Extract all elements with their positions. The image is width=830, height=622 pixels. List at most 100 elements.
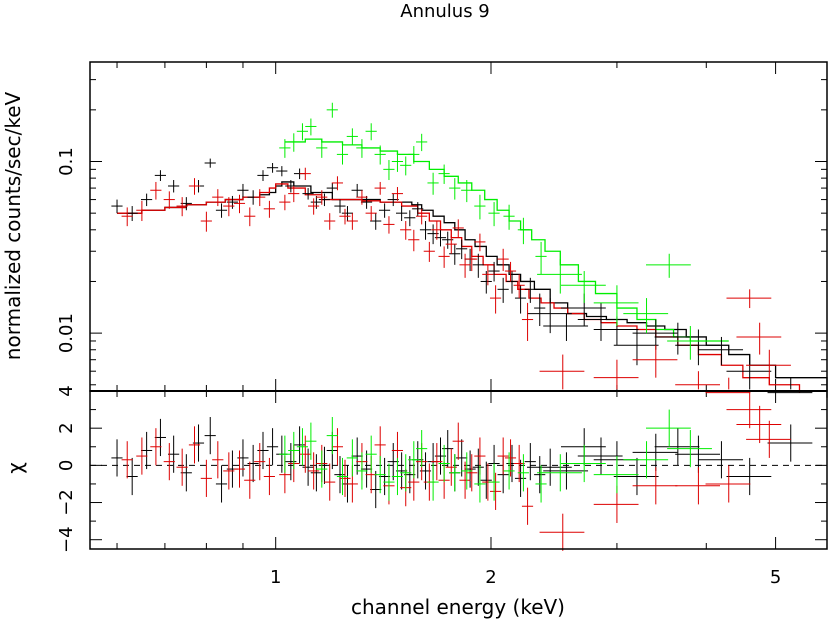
green-data-point [374,145,386,165]
green-data-point [623,298,669,334]
green-residual-point [356,452,368,490]
green-data-point [288,133,300,152]
green-residual-point [474,465,486,503]
chi-tick-label: 4 [56,385,77,396]
green-data-point [474,194,486,220]
green-residual-point [383,463,395,501]
axis-labels: channel energy (keV) normalized counts/s… [1,91,565,619]
green-data-point [316,139,328,158]
red-residual-point [150,428,162,466]
black-residual-point [370,470,382,509]
green-data-point [336,145,349,165]
black-data-point [497,277,509,303]
black-residual-point [310,454,322,492]
red-data-point [308,198,320,215]
red-data-point [339,208,351,225]
green-data-point [517,217,529,245]
green-residual-point [305,422,317,460]
black-data-point [387,193,399,207]
red-residual-point [452,422,464,460]
black-residual-point [204,417,216,455]
black-data-point [318,193,330,207]
red-data-point [459,253,471,278]
black-data-point [654,322,700,355]
red-residual-point [539,513,585,551]
red-data-point [746,349,791,385]
black-residual-point [524,443,536,481]
black-data-point [154,170,166,181]
green-residual-point [336,457,349,496]
red-data-point [244,207,256,227]
red-data-point [356,190,368,205]
red-residual-point [736,405,782,444]
green-data-point [346,128,358,146]
green-residual-point [296,428,308,466]
green-data-point [427,172,439,195]
red-data-point [254,189,266,207]
black-data-point [698,336,744,366]
green-data-point [535,241,547,275]
x-tick-label: 1 [270,567,281,588]
y-tick-label: 0.1 [56,147,77,176]
red-residual-point [263,457,275,496]
red-data-point [176,197,188,217]
black-residual-point [257,431,269,470]
red-data-point [263,200,275,218]
green-data-point [438,164,450,184]
black-residual-point [514,459,527,497]
red-residual-point [254,443,266,481]
black-data-point [237,183,249,198]
red-data-point [391,187,404,201]
green-data-point [667,326,712,360]
chi-tick-label: 2 [56,422,77,433]
x-axis-label: channel energy (keV) [351,595,565,619]
green-residual-point [438,444,450,483]
black-data-point [526,298,572,334]
red-data-point [466,248,478,272]
black-residual-point [632,433,678,471]
red-data-point [233,194,246,214]
red-residual-point [459,461,471,499]
x-tick-label: 5 [770,567,781,588]
green-residual-point [391,457,404,496]
red-data-point [331,176,343,191]
red-data-point [212,189,224,207]
green-data-point [356,139,368,158]
red-data-point [279,194,291,211]
black-data-point [310,195,322,209]
black-residual-point [140,431,153,470]
red-residual-point [521,487,534,525]
black-residual-point [472,448,484,486]
black-data-point [334,199,346,214]
black-residual-point [360,450,373,488]
green-residual-point [374,456,386,494]
green-residual-point [646,409,691,447]
green-data-point [296,123,308,141]
black-data-point [215,203,228,218]
green-residual-point [288,431,300,470]
red-data-point [383,216,395,234]
red-data-point [675,371,721,390]
red-data-point [593,359,639,390]
green-data-point [537,259,582,294]
red-data-point [416,208,428,225]
red-residual-point [331,428,343,466]
red-residual-point [466,454,478,492]
red-data-point [163,191,175,209]
bottom-y-axis-label: χ [3,462,27,474]
black-residual-point [726,457,772,496]
black-data-point [126,206,138,222]
black-residual-point [111,439,123,477]
green-residual-point [535,465,547,503]
green-residual-point [537,454,582,492]
black-data-point [302,188,314,200]
red-data-point [504,261,517,282]
green-residual-point [517,454,529,492]
red-data-point [223,197,235,217]
chi-tick-label: −4 [56,526,77,553]
red-data-point [408,229,420,252]
red-data-point [121,207,133,227]
green-residual-point [346,439,358,477]
bottom-panel: 1 2 5 −4 −2 0 2 4 [56,385,827,588]
green-residual-point [461,452,473,490]
